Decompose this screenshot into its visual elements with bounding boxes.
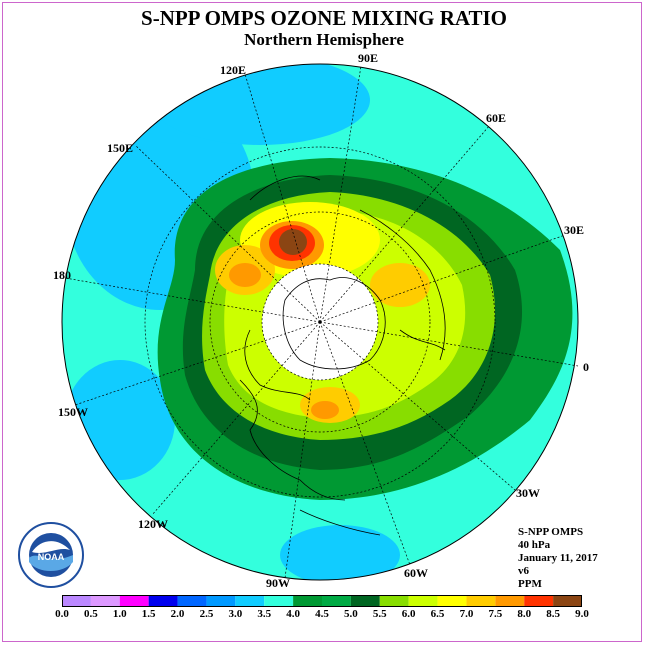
lon-label-120e: 120E xyxy=(220,63,247,77)
colorbar-segment xyxy=(293,595,322,607)
graticule xyxy=(64,65,579,579)
colorbar-tick-label: 6.5 xyxy=(430,608,445,620)
coastlines xyxy=(239,175,446,536)
colorbar-segment xyxy=(177,595,207,607)
colorbar-segment xyxy=(350,595,380,607)
colorbar-tick-label: 5.5 xyxy=(372,608,387,620)
colorbar-tick-label: 6.0 xyxy=(401,608,416,620)
info-units: PPM xyxy=(518,578,542,590)
colorbar-segment xyxy=(524,595,554,607)
colorbar-segment xyxy=(408,595,438,607)
colorbar-tick-label: 1.5 xyxy=(141,608,156,620)
colorbar-tick-label: 3.0 xyxy=(228,608,243,620)
lon-label-30e: 30E xyxy=(564,223,585,237)
map-outline xyxy=(61,63,579,581)
info-version: v6 xyxy=(518,565,529,577)
colorbar-tick-label: 9.0 xyxy=(575,608,589,620)
colorbar-tick-label: 2.0 xyxy=(170,608,185,620)
info-block: S-NPP OMPS 40 hPa January 11, 2017 v6 PP… xyxy=(518,526,598,591)
lon-label-180: 180 xyxy=(53,268,71,282)
colorbar-segment xyxy=(322,595,351,607)
map-title: S-NPP OMPS OZONE MIXING RATIO xyxy=(141,6,507,30)
info-instrument: S-NPP OMPS xyxy=(518,526,584,538)
colorbar-tick-label: 4.0 xyxy=(286,608,300,620)
lon-label-0: 0 xyxy=(583,360,589,374)
colorbar-border xyxy=(62,595,582,607)
lon-label-90w: 90W xyxy=(266,576,290,590)
colorbar-segment xyxy=(235,595,265,607)
lon-label-150e: 150E xyxy=(107,141,134,155)
colorbar-tick-label: 1.0 xyxy=(112,608,127,620)
colorbar-tick-label: 4.5 xyxy=(315,608,329,620)
lon-label-90e: 90E xyxy=(358,51,379,65)
colorbar-tick-label: 7.5 xyxy=(488,608,503,620)
info-level: 40 hPa xyxy=(518,539,551,551)
lon-label-120w: 120W xyxy=(138,517,168,531)
colorbar-segment xyxy=(264,595,294,607)
colorbar-tick-label: 5.0 xyxy=(344,608,358,620)
lon-label-30w: 30W xyxy=(516,486,540,500)
map-subtitle: Northern Hemisphere xyxy=(244,30,404,49)
page-frame xyxy=(2,2,642,642)
noaa-logo: NOAA xyxy=(18,522,84,588)
lon-label-60w: 60W xyxy=(404,566,428,580)
colorbar-tick-label: 8.5 xyxy=(546,608,560,620)
colorbar-tick-label: 2.5 xyxy=(199,608,214,620)
colorbar-tick-label: 8.0 xyxy=(517,608,532,620)
info-date: January 11, 2017 xyxy=(518,552,598,564)
colorbar-segment xyxy=(206,595,236,607)
colorbar-segment xyxy=(379,595,409,607)
colorbar-segment xyxy=(495,595,525,607)
colorbar-segment xyxy=(466,595,496,607)
colorbar-segment xyxy=(90,595,120,607)
lon-label-150w: 150W xyxy=(58,405,88,419)
colorbar-tick-label: 7.0 xyxy=(459,608,474,620)
lon-label-60e: 60E xyxy=(486,111,507,125)
colorbar-tick-label: 0.5 xyxy=(84,608,98,620)
colorbar-segment xyxy=(437,595,467,607)
colorbar-segment xyxy=(148,595,178,607)
colorbar-segment xyxy=(62,595,91,607)
colorbar-tick-label: 3.5 xyxy=(257,608,272,620)
colorbar-segment xyxy=(553,595,582,607)
colorbar-segment xyxy=(119,595,149,607)
colorbar-tick-label: 0.0 xyxy=(55,608,69,620)
noaa-logo-text: NOAA xyxy=(38,552,65,562)
colorbar xyxy=(62,595,582,607)
